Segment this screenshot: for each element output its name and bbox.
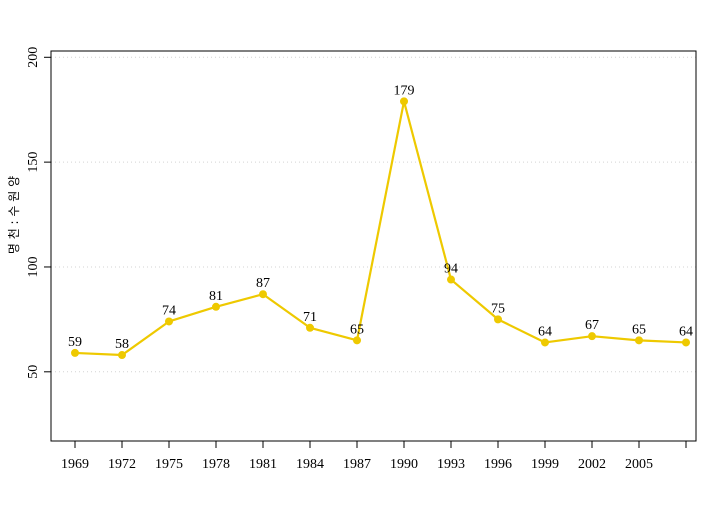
data-label: 94 bbox=[444, 262, 458, 277]
data-point bbox=[353, 336, 361, 345]
x-tick-label: 1999 bbox=[531, 457, 559, 472]
x-axis: 1969 1972 1975 1978 1981 1984 1987 1990 1993 1996… bbox=[61, 441, 687, 472]
x-tick-label: 2002 bbox=[578, 457, 606, 472]
data-point bbox=[212, 302, 220, 311]
plot-frame bbox=[50, 50, 697, 442]
data-label: 67 bbox=[585, 318, 599, 333]
y-axis: 50 100 150 200 bbox=[26, 47, 51, 379]
data-label: 71 bbox=[303, 310, 317, 325]
data-point bbox=[306, 323, 314, 332]
series-line bbox=[74, 100, 687, 357]
x-tick-label: 1984 bbox=[296, 457, 324, 472]
data-point bbox=[588, 332, 596, 341]
data-labels: 59 58 74 81 87 71 65 179 94 75 64 67 65 64 bbox=[68, 83, 693, 352]
data-label: 65 bbox=[350, 322, 364, 337]
y-tick-label: 50 bbox=[26, 365, 41, 379]
data-point bbox=[447, 275, 455, 284]
series-polyline bbox=[74, 100, 687, 357]
data-point bbox=[494, 315, 502, 324]
x-tick-label: 1990 bbox=[390, 457, 418, 472]
data-points bbox=[71, 97, 690, 360]
x-tick-label: 1978 bbox=[202, 457, 230, 472]
data-point bbox=[400, 97, 408, 106]
x-tick-label: 1981 bbox=[249, 457, 277, 472]
data-label: 64 bbox=[538, 324, 552, 339]
x-tick-label: 1972 bbox=[108, 457, 136, 472]
data-point bbox=[118, 351, 126, 360]
x-tick-label: 1996 bbox=[484, 457, 512, 472]
data-point bbox=[71, 348, 79, 357]
y-tick-label: 100 bbox=[26, 256, 41, 277]
data-point bbox=[635, 336, 643, 345]
data-label: 87 bbox=[256, 276, 270, 291]
x-tick-label: 1987 bbox=[343, 457, 371, 472]
data-point bbox=[165, 317, 173, 326]
x-tick-label: 1975 bbox=[155, 457, 183, 472]
data-label: 59 bbox=[68, 335, 82, 350]
data-label: 58 bbox=[115, 337, 129, 352]
data-label: 75 bbox=[491, 301, 505, 316]
y-tick-label: 200 bbox=[26, 47, 41, 68]
gridlines bbox=[51, 56, 696, 373]
x-tick-label: 1969 bbox=[61, 457, 89, 472]
data-point bbox=[259, 290, 267, 299]
data-label: 64 bbox=[679, 324, 693, 339]
data-point bbox=[682, 338, 690, 347]
y-tick-label: 150 bbox=[26, 152, 41, 173]
data-point bbox=[541, 338, 549, 347]
data-label: 65 bbox=[632, 322, 646, 337]
x-tick-label: 1993 bbox=[437, 457, 465, 472]
x-tick-label: 2005 bbox=[625, 457, 653, 472]
data-label: 74 bbox=[162, 303, 176, 318]
data-label: 179 bbox=[394, 83, 415, 98]
y-axis-title: 명 천 : 수 원 양 bbox=[6, 176, 21, 254]
data-label: 81 bbox=[209, 289, 223, 304]
